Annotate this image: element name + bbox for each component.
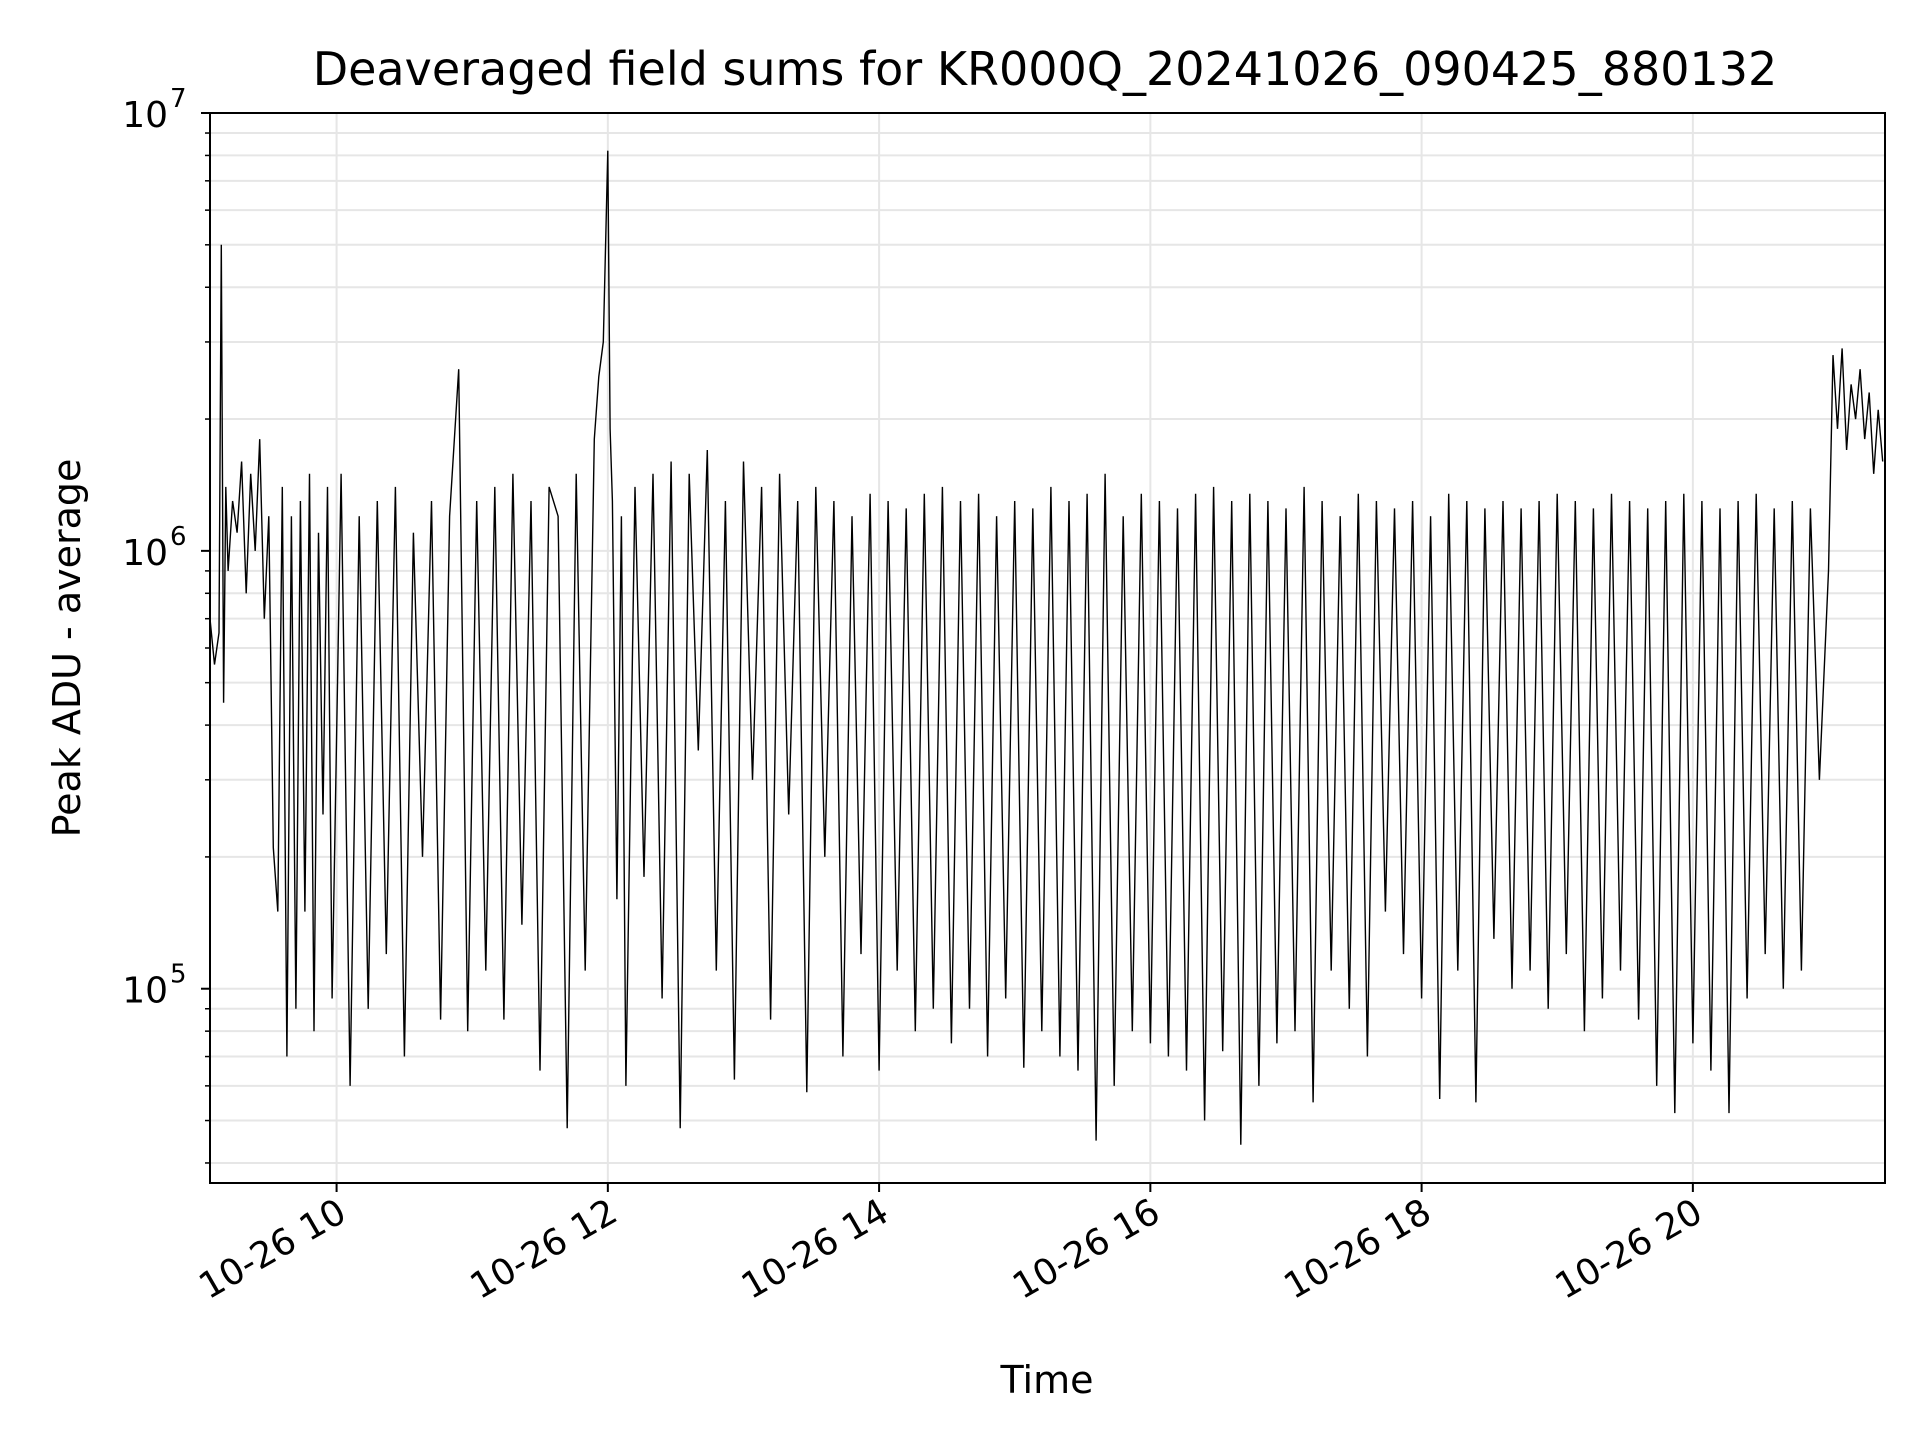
y-tick-exponent: 7 — [170, 84, 187, 114]
y-tick-label: 10 — [122, 533, 168, 574]
y-tick-exponent: 5 — [170, 960, 187, 990]
y-tick-exponent: 6 — [170, 522, 187, 552]
plot-area — [209, 150, 1884, 1145]
y-tick-label: 10 — [122, 95, 168, 136]
chart-title: Deaveraged field sums for KR000Q_2024102… — [313, 42, 1778, 96]
y-axis-label: Peak ADU - average — [45, 459, 89, 838]
x-axis-label: Time — [1000, 1358, 1094, 1402]
y-tick-label: 10 — [122, 971, 168, 1012]
series-line — [209, 150, 1884, 1145]
